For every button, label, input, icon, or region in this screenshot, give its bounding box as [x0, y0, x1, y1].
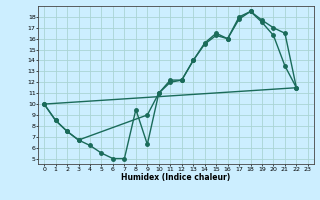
X-axis label: Humidex (Indice chaleur): Humidex (Indice chaleur) — [121, 173, 231, 182]
